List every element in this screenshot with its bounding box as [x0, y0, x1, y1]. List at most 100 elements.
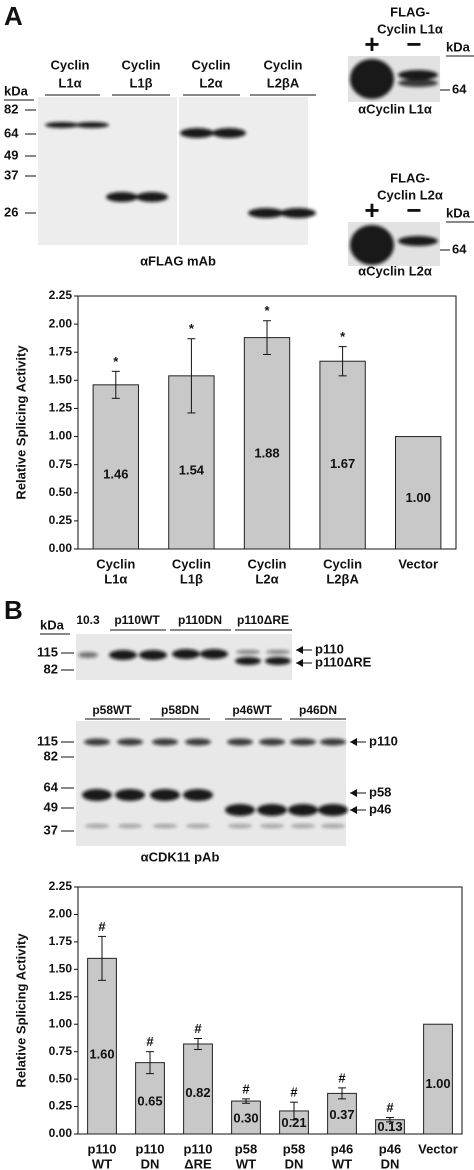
- y-axis-label: Relative Splicing Activity: [13, 345, 28, 500]
- band: [257, 804, 287, 816]
- error-bar: [386, 1117, 394, 1123]
- y-tick-label: 0.00: [49, 541, 73, 555]
- x-tick-label: DN: [141, 1156, 160, 1170]
- arrow-label: p58: [369, 784, 391, 799]
- marker-label: 26: [4, 204, 18, 219]
- value-label: 0.82: [185, 1085, 210, 1100]
- antibody-label: αFLAG mAb: [140, 253, 216, 268]
- x-tick-label: p110: [184, 1141, 213, 1156]
- value-label: 0.13: [377, 1119, 402, 1134]
- lane-label: Cyclin: [50, 57, 89, 72]
- y-tick-label: 1.75: [49, 344, 73, 358]
- antibody-label: αCDK11 pAb: [141, 849, 220, 864]
- marker-label: 64: [44, 779, 59, 794]
- lane-label: p58DN: [161, 703, 199, 717]
- band: [318, 804, 348, 816]
- band: [212, 128, 246, 138]
- y-tick-label: 1.00: [49, 1016, 73, 1030]
- band: [227, 738, 253, 746]
- x-tick-label: p110: [136, 1141, 165, 1156]
- band: [398, 79, 438, 87]
- annotation: *: [264, 303, 270, 318]
- lane-label: Cyclin: [263, 57, 302, 72]
- lane-label: p46DN: [299, 703, 337, 717]
- marker-label: 64: [4, 125, 19, 140]
- error-bar: [290, 1101, 298, 1121]
- annotation: #: [290, 1085, 298, 1100]
- marker-label: 115: [37, 644, 58, 659]
- marker-label: 115: [37, 733, 58, 748]
- y-tick-label: 0.75: [49, 1044, 73, 1058]
- x-tick-label: Cyclin: [172, 556, 211, 571]
- bar: [243, 337, 291, 550]
- lane-sign: +: [364, 195, 379, 225]
- lane-sign: −: [406, 29, 421, 59]
- marker-label: 82: [44, 661, 58, 676]
- band: [82, 789, 112, 801]
- value-label: 1.67: [330, 456, 355, 471]
- value-label: 1.88: [254, 445, 279, 460]
- antibody-label: αCyclin L1α: [358, 101, 432, 116]
- blot-title: FLAG-: [390, 170, 430, 185]
- x-tick-label: WT: [236, 1156, 256, 1170]
- bar: [327, 1092, 357, 1135]
- band: [248, 208, 284, 218]
- bar: [92, 384, 139, 550]
- lane-label: L1β: [129, 75, 152, 90]
- band: [153, 824, 177, 828]
- error-bar: [338, 1087, 346, 1100]
- band: [200, 649, 228, 659]
- value-label: 1.46: [103, 467, 128, 482]
- bar: [423, 1023, 453, 1135]
- blot-title: Cyclin L1α: [377, 21, 443, 36]
- band: [118, 824, 142, 828]
- error-bar: [146, 1051, 154, 1075]
- band: [266, 650, 290, 654]
- band: [185, 738, 211, 746]
- band: [150, 789, 180, 801]
- lane-label: p58WT: [92, 703, 132, 717]
- x-tick-label: Cyclin: [96, 556, 135, 571]
- y-tick-label: 0.50: [49, 1071, 73, 1085]
- marker-label: 64: [452, 241, 467, 256]
- value-label: 0.37: [329, 1107, 354, 1122]
- x-tick-label: p110: [88, 1141, 117, 1156]
- value-label: 1.00: [425, 1076, 450, 1091]
- antibody-label: αCyclin L2α: [358, 263, 432, 278]
- marker-label: 49: [44, 799, 58, 814]
- band: [228, 824, 252, 828]
- band: [235, 657, 261, 665]
- x-tick-label: L2βA: [326, 571, 359, 586]
- band: [291, 824, 315, 828]
- lane-label: L1α: [58, 75, 81, 90]
- value-label: 1.60: [89, 1046, 114, 1061]
- arrow-label: p110: [315, 641, 344, 656]
- band: [45, 122, 79, 128]
- error-bar: [187, 338, 196, 414]
- annotation: #: [194, 1021, 202, 1036]
- annotation: #: [338, 1070, 346, 1085]
- y-tick-label: 2.25: [49, 288, 73, 302]
- kda-label: kDa: [4, 83, 29, 98]
- error-bar: [111, 370, 120, 399]
- band: [109, 650, 137, 660]
- y-tick-label: 0.00: [49, 1126, 73, 1140]
- x-tick-label: L1β: [180, 571, 203, 586]
- band: [152, 738, 178, 746]
- marker-label: 37: [44, 822, 58, 837]
- band: [350, 225, 394, 265]
- x-tick-label: WT: [332, 1156, 352, 1170]
- band: [259, 738, 285, 746]
- x-tick-label: p58: [283, 1141, 305, 1156]
- band: [398, 236, 438, 246]
- x-tick-label: DN: [381, 1156, 400, 1170]
- blot-title: FLAG-: [390, 4, 430, 19]
- value-label: 0.21: [281, 1115, 306, 1130]
- band: [186, 824, 210, 828]
- y-tick-label: 2.00: [49, 907, 73, 921]
- lane-label: Cyclin: [191, 57, 230, 72]
- annotation: #: [386, 1100, 394, 1115]
- annotation: *: [189, 321, 195, 336]
